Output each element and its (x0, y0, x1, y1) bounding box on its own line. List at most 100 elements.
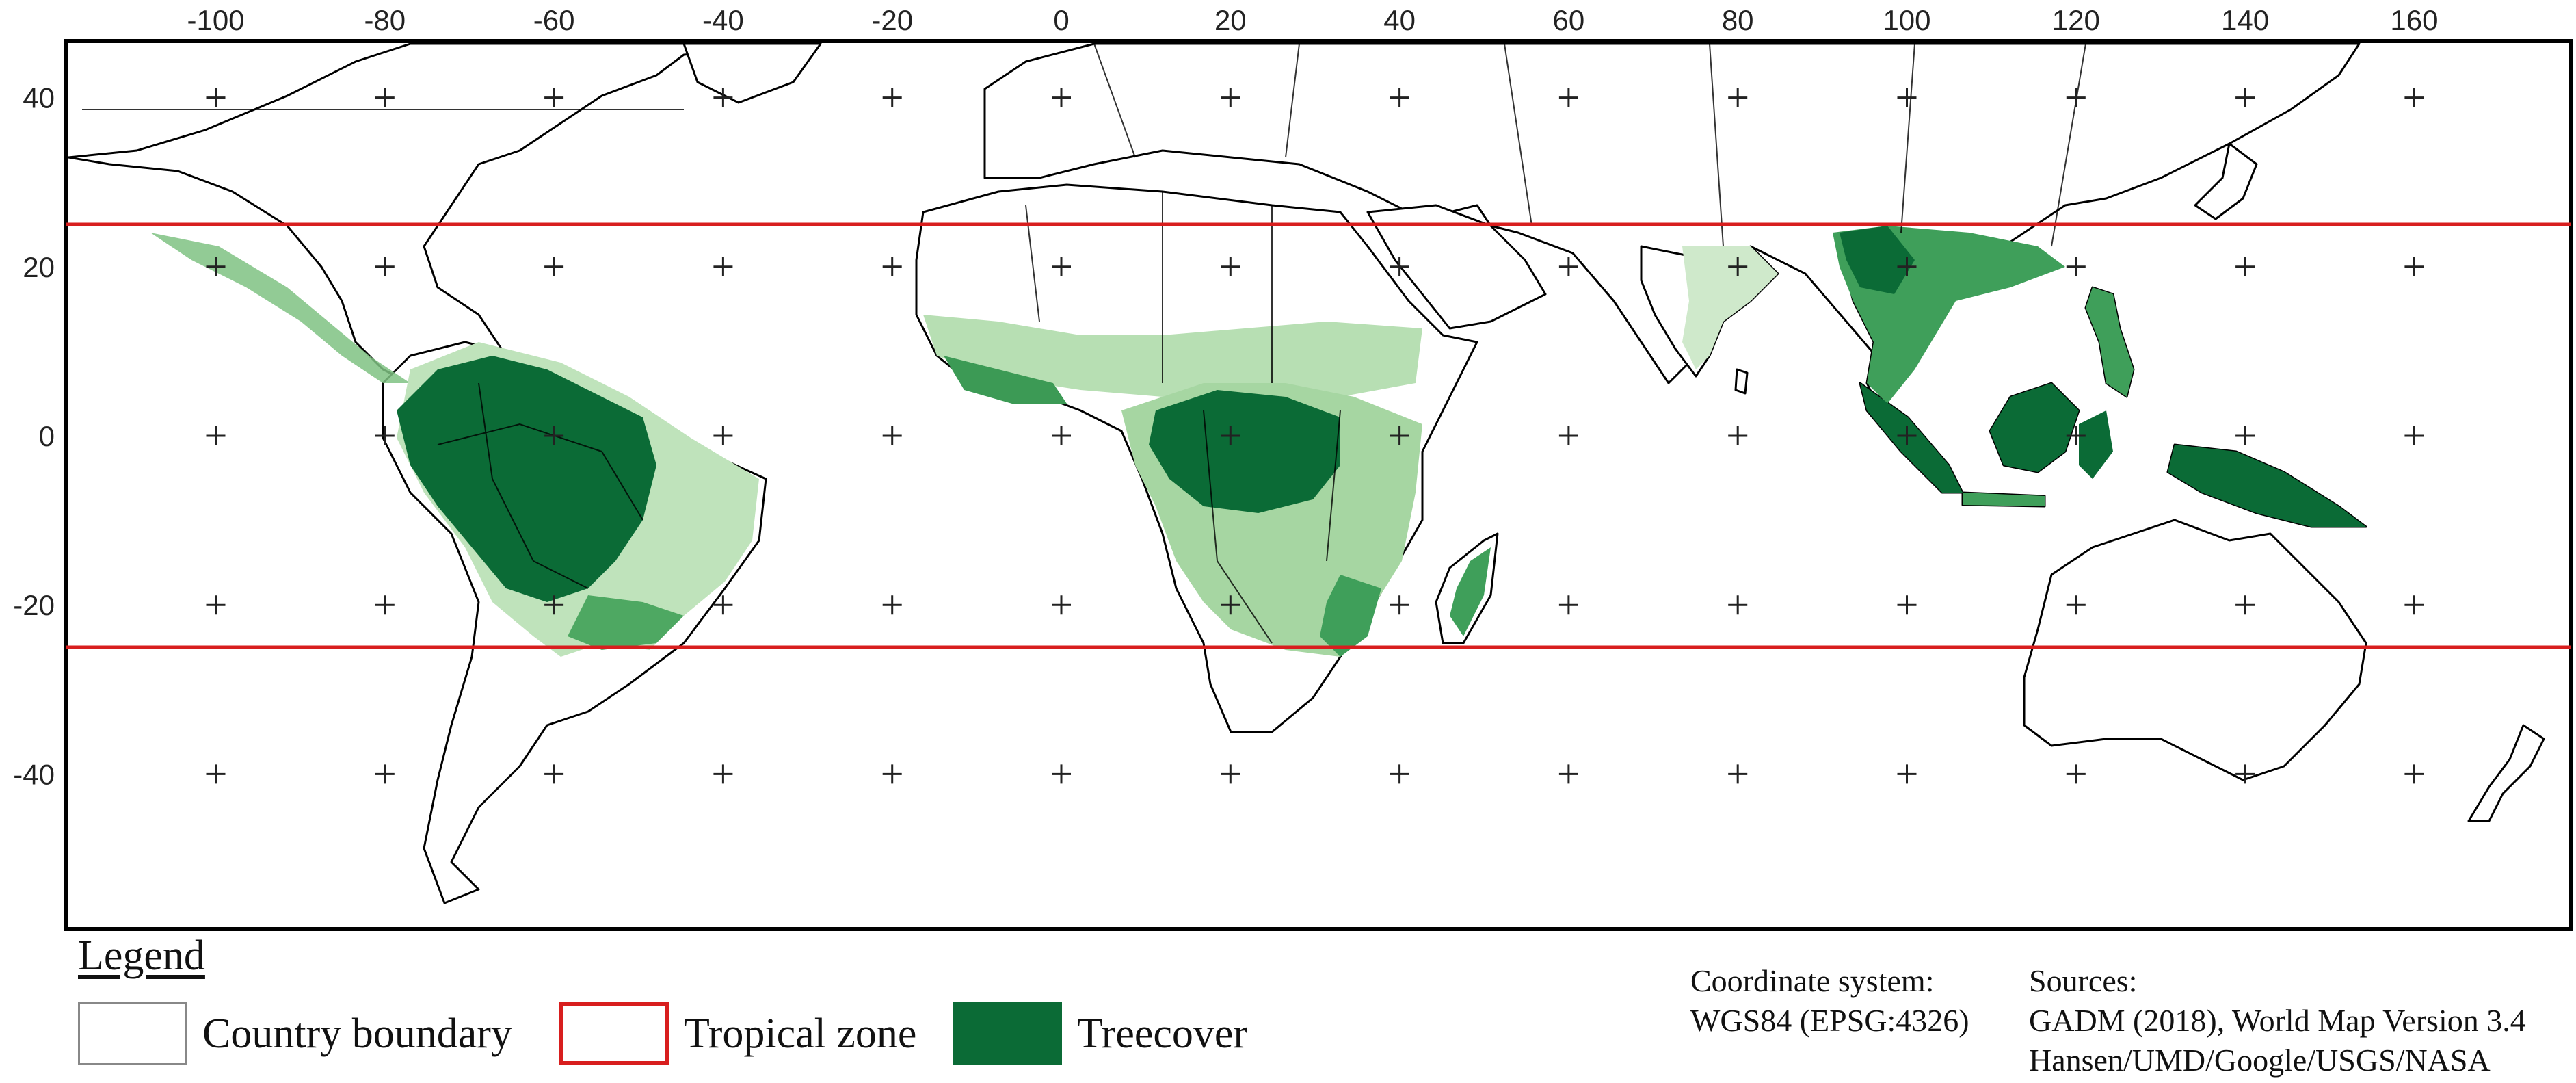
graticule-cross (375, 88, 395, 107)
graticule-cross (882, 764, 902, 784)
treecover-new-guinea (2168, 445, 2366, 527)
longitude-tick-label: -20 (871, 4, 913, 36)
graticule-cross (1221, 426, 1240, 445)
graticule-cross (1390, 257, 1409, 276)
graticule-cross (2066, 764, 2086, 784)
graticule-cross (1897, 88, 1917, 107)
treecover-west-africa (944, 356, 1067, 404)
graticule-cross (2235, 257, 2255, 276)
legend-label-tropical-zone: Tropical zone (684, 1010, 917, 1057)
treecover-india (1682, 246, 1778, 369)
graticule-cross (1221, 257, 1240, 276)
graticule-crosses (206, 88, 2424, 784)
longitude-tick-label: 120 (2052, 4, 2100, 36)
longitude-tick-label: -40 (702, 4, 744, 36)
treecover-atlantic-forest (568, 595, 684, 650)
legend-item-country-boundary: Country boundary (78, 1002, 512, 1065)
graticule-cross (713, 88, 733, 107)
graticule-cross (544, 257, 564, 276)
graticule-cross (1052, 595, 1071, 615)
graticule-cross (2235, 595, 2255, 615)
legend-item-tropical-zone: Tropical zone (559, 1002, 916, 1065)
greenland-outline (682, 42, 822, 104)
longitude-tick-labels: -100 -80 -60 -40 -20 0 20 40 60 80 100 120 140 160 (187, 4, 2438, 36)
treecover-philippines (2086, 287, 2134, 397)
coordinate-system-value: WGS84 (EPSG:4326) (1690, 1003, 1969, 1038)
graticule-cross (1558, 257, 1578, 276)
north-america-outline (67, 42, 822, 412)
graticule-cross (206, 764, 226, 784)
graticule-cross (544, 426, 564, 445)
longitude-tick-label: 80 (1722, 4, 1754, 36)
treecover-amazon-dark (397, 356, 656, 602)
graticule-cross (713, 595, 733, 615)
graticule-cross (2404, 764, 2424, 784)
graticule-cross (375, 257, 395, 276)
graticule-cross (1558, 595, 1578, 615)
sri-lanka-outline (1734, 368, 1749, 395)
coordinate-system-heading: Coordinate system: (1690, 963, 1935, 998)
longitude-tick-label: 40 (1383, 4, 1416, 36)
longitude-tick-label: 140 (2221, 4, 2269, 36)
sources-heading: Sources: (2029, 963, 2138, 998)
graticule-cross (2404, 595, 2424, 615)
graticule-cross (1052, 426, 1071, 445)
treecover-swatch (953, 1002, 1062, 1065)
graticule-cross (2404, 257, 2424, 276)
longitude-tick-label: 100 (1883, 4, 1930, 36)
sources-line-1: GADM (2018), World Map Version 3.4 (2029, 1003, 2526, 1038)
graticule-cross (1558, 426, 1578, 445)
graticule-cross (1390, 426, 1409, 445)
graticule-cross (1558, 764, 1578, 784)
graticule-cross (1390, 88, 1409, 107)
treecover-congo-dark (1149, 390, 1340, 513)
sources-line-2: Hansen/UMD/Google/USGS/NASA (2029, 1043, 2491, 1078)
graticule-cross (206, 88, 226, 107)
graticule-cross (1728, 426, 1748, 445)
graticule-cross (1052, 88, 1071, 107)
graticule-cross (206, 595, 226, 615)
graticule-cross (375, 764, 395, 784)
graticule-cross (1728, 764, 1748, 784)
graticule-cross (882, 426, 902, 445)
graticule-cross (1897, 257, 1917, 276)
graticule-cross (375, 426, 395, 445)
graticule-cross (713, 257, 733, 276)
graticule-cross (1558, 88, 1578, 107)
country-boundary-swatch (78, 1002, 187, 1065)
japan-outline (2194, 142, 2258, 220)
latitude-tick-labels: 40 20 0 -20 -40 (13, 82, 55, 791)
longitude-tick-label: 160 (2390, 4, 2438, 36)
graticule-cross (2235, 88, 2255, 107)
graticule-cross (1390, 595, 1409, 615)
australia-outline (2023, 519, 2367, 781)
coordinate-system-block: Coordinate system: WGS84 (EPSG:4326) (1690, 961, 1969, 1041)
graticule-cross (375, 595, 395, 615)
latitude-tick-label: 20 (23, 251, 55, 283)
graticule-cross (882, 88, 902, 107)
treecover-myanmar-dark (1840, 226, 1915, 294)
graticule-cross (544, 595, 564, 615)
legend-label-treecover: Treecover (1077, 1010, 1248, 1057)
latitude-tick-label: -20 (13, 589, 55, 621)
graticule-cross (2235, 764, 2255, 784)
graticule-cross (1728, 88, 1748, 107)
arabia-outline (1366, 204, 1547, 330)
graticule-cross (1897, 426, 1917, 445)
longitude-tick-label: -60 (533, 4, 575, 36)
graticule-cross (544, 88, 564, 107)
graticule-cross (2235, 426, 2255, 445)
graticule-cross (882, 257, 902, 276)
longitude-tick-label: -80 (364, 4, 406, 36)
treecover-layer (150, 226, 2366, 657)
longitude-tick-label: 0 (1053, 4, 1069, 36)
tropical-zone-swatch (559, 1002, 669, 1065)
legend-title: Legend (78, 932, 205, 979)
treecover-borneo (1990, 383, 2079, 472)
graticule-cross (1221, 595, 1240, 615)
graticule-cross (206, 257, 226, 276)
latitude-tick-label: 40 (23, 82, 55, 114)
graticule-cross (206, 426, 226, 445)
graticule-cross (1728, 257, 1748, 276)
treecover-sulawesi (2079, 410, 2113, 479)
